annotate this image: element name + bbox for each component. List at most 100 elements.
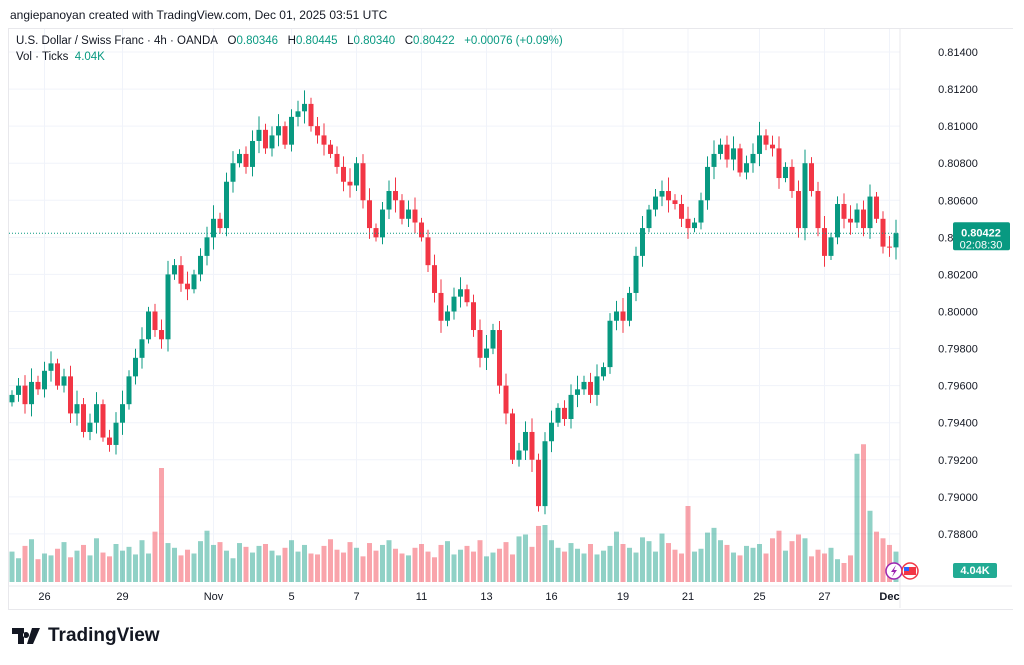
candle-body <box>412 209 418 223</box>
volume-bar <box>802 538 808 582</box>
volume-bar <box>490 552 496 582</box>
candle-body <box>81 404 86 432</box>
candle-body <box>328 144 333 154</box>
candle-body <box>822 228 827 256</box>
volume-bar <box>471 551 476 582</box>
candle-body <box>354 163 359 186</box>
candle-body <box>757 135 762 154</box>
candle-body <box>549 422 554 442</box>
candle-body <box>575 389 580 395</box>
open-value: 0.80346 <box>236 35 279 47</box>
close-label: C <box>404 35 414 47</box>
volume-bar <box>191 553 197 582</box>
candle-body <box>880 218 886 247</box>
candle-body <box>542 441 548 507</box>
candle-body <box>536 459 541 507</box>
candle-body <box>698 200 704 223</box>
candle-body <box>204 237 210 256</box>
volume-bar <box>269 550 275 582</box>
volume-value: 4.04K <box>74 51 105 63</box>
volume-bar <box>646 541 652 582</box>
volume-bar <box>113 544 119 582</box>
candle-body <box>250 140 255 167</box>
candle-body <box>269 135 275 149</box>
volume-bar <box>302 544 307 582</box>
y-tick-label: 0.79600 <box>938 381 978 393</box>
candle-body <box>861 209 866 229</box>
candle-body <box>139 339 145 358</box>
volume-bar <box>633 552 639 582</box>
candle-body <box>666 191 671 201</box>
candle-body <box>627 292 632 321</box>
volume-bar <box>360 556 366 582</box>
volume-bar <box>87 555 93 582</box>
volume-bar <box>230 558 236 582</box>
volume-bar <box>666 543 671 582</box>
candle-body <box>380 209 385 238</box>
candle-body <box>29 381 34 405</box>
y-tick-label: 0.79000 <box>938 492 978 504</box>
candle-body <box>217 218 223 229</box>
volume-bar <box>789 541 795 582</box>
tradingview-logo[interactable]: TradingView <box>12 625 160 647</box>
volume-bar <box>217 542 223 582</box>
volume-bar <box>250 552 255 582</box>
candle-body <box>425 237 431 266</box>
candle-body <box>458 289 463 297</box>
volume-bar <box>81 544 86 582</box>
candle-body <box>159 330 164 340</box>
volume-bar <box>672 549 678 582</box>
volume-bar <box>204 530 210 582</box>
volume-bar <box>367 543 372 582</box>
candle-body <box>471 302 476 331</box>
candle-body <box>191 274 197 290</box>
last-price-label-bg <box>953 222 1010 251</box>
volume-bar <box>763 553 769 582</box>
volume-bar <box>724 544 730 582</box>
candle-body <box>620 311 626 321</box>
y-tick-label: 0.80000 <box>938 306 978 318</box>
candle-body <box>399 200 405 219</box>
candle-body <box>464 289 470 303</box>
volume-bar <box>133 554 138 582</box>
candle-body <box>373 228 379 238</box>
candle-body <box>503 385 509 414</box>
last-price-label: 0.80422 <box>961 227 1001 239</box>
volume-bar <box>861 444 866 582</box>
candle-body <box>523 431 528 451</box>
candle-body <box>640 228 645 256</box>
credit-line: angiepanoyan created with TradingView.co… <box>10 8 388 22</box>
volume-bar <box>835 559 840 582</box>
y-tick-label: 0.80800 <box>938 158 978 170</box>
volume-bar <box>328 539 333 582</box>
volume-bar <box>581 553 587 582</box>
volume-bar <box>744 545 749 582</box>
candle-body <box>581 381 587 390</box>
candle-body <box>178 265 184 284</box>
volume-bar <box>679 553 684 582</box>
volume-bar <box>178 555 184 582</box>
volume-title[interactable]: Vol · Ticks <box>16 51 69 63</box>
x-tick-label: 5 <box>288 591 294 603</box>
volume-bar <box>627 547 632 582</box>
volume-bar <box>159 468 164 582</box>
volume-bar <box>692 551 697 582</box>
candle-body <box>607 320 613 368</box>
volume-bar <box>640 537 645 582</box>
volume-bar <box>458 549 463 582</box>
volume-bar <box>406 555 411 582</box>
chart-pane[interactable] <box>8 28 1013 610</box>
candle-body <box>562 407 567 419</box>
candle-body <box>484 348 489 358</box>
symbol-title[interactable]: U.S. Dollar / Swiss Franc · 4h · OANDA <box>16 35 218 47</box>
candle-body <box>198 255 203 275</box>
candle-body <box>809 163 814 192</box>
candle-body <box>393 191 398 201</box>
candle-body <box>783 166 788 179</box>
volume-bar <box>653 551 658 582</box>
candle-body <box>672 200 678 204</box>
candle-body <box>887 246 892 248</box>
x-tick-label: 25 <box>753 591 765 603</box>
volume-bar <box>256 545 262 582</box>
